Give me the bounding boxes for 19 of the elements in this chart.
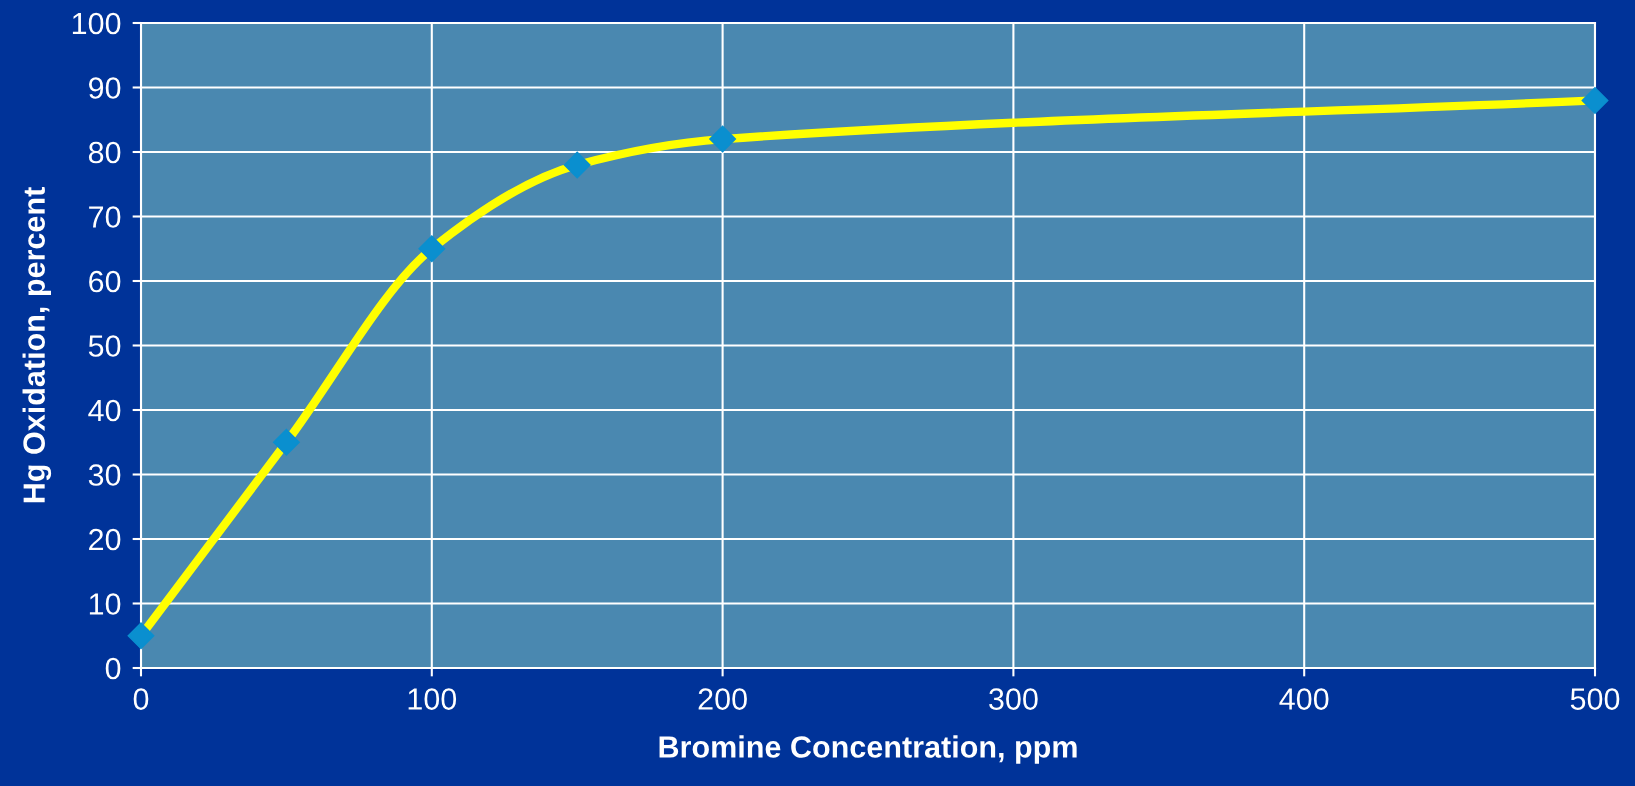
y-tick-label: 90 [89, 77, 121, 99]
y-tick-label: 80 [88, 141, 121, 164]
y-tick-label: 70 [89, 206, 121, 228]
y-tick-label: 0 [105, 657, 121, 680]
x-tick-label: 0 [133, 688, 149, 710]
y-axis-title: Hg Oxidation, percent [22, 187, 52, 503]
x-tick-label: 200 [698, 688, 747, 710]
y-tick-label: 100 [72, 12, 121, 35]
y-tick-label: 40 [88, 399, 121, 422]
x-tick-label: 400 [1279, 688, 1329, 710]
x-tick-label: 100 [408, 688, 457, 710]
x-axis-title: Bromine Concentration, ppm [659, 735, 1077, 764]
y-tick-label: 60 [89, 270, 121, 293]
x-tick-label: 300 [989, 688, 1038, 710]
x-tick-label: 500 [1570, 688, 1620, 710]
y-tick-label: 30 [88, 464, 121, 486]
y-tick-label: 20 [89, 528, 121, 551]
y-tick-label: 50 [88, 335, 121, 357]
y-tick-label: 10 [89, 593, 121, 615]
